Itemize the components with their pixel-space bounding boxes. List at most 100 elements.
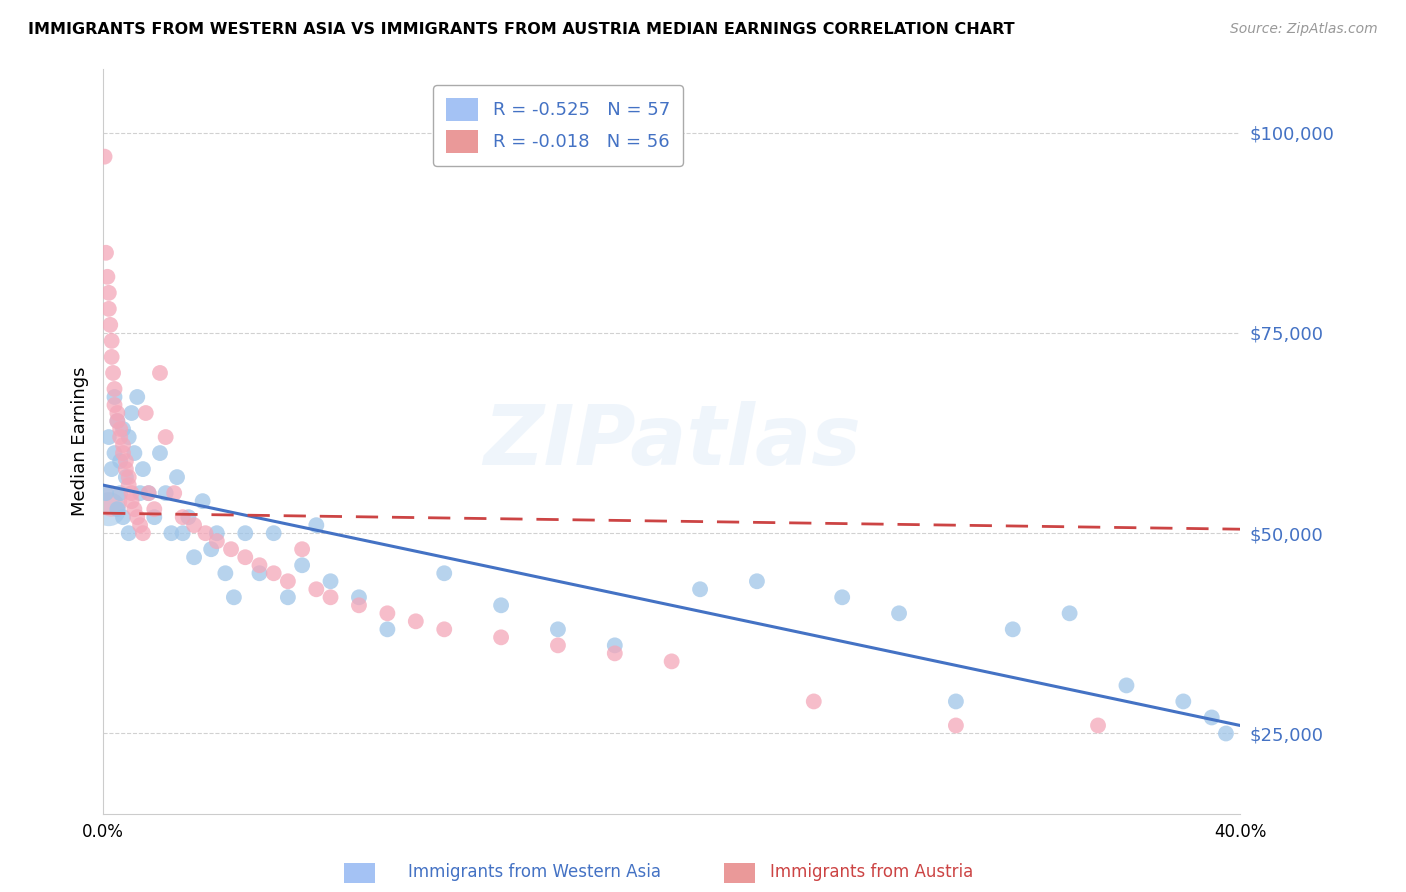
Point — [277, 574, 299, 589]
Point — [100, 334, 122, 348]
Point — [138, 486, 160, 500]
Point — [149, 446, 172, 460]
Point — [191, 494, 214, 508]
Point — [183, 550, 205, 565]
Point — [112, 422, 135, 436]
Point — [105, 414, 128, 428]
Point — [132, 526, 155, 541]
Text: Source: ZipAtlas.com: Source: ZipAtlas.com — [1230, 22, 1378, 37]
Point — [263, 566, 285, 581]
Point — [100, 462, 122, 476]
Point — [124, 502, 146, 516]
Point — [489, 631, 512, 645]
Point — [96, 269, 118, 284]
Point — [405, 615, 427, 629]
Text: Immigrants from Austria: Immigrants from Austria — [770, 863, 973, 881]
Point — [603, 638, 626, 652]
Point — [132, 462, 155, 476]
Point — [1059, 607, 1081, 621]
Point — [105, 414, 128, 428]
Point — [305, 518, 328, 533]
Point — [831, 591, 853, 605]
Point — [105, 502, 128, 516]
Point — [603, 646, 626, 660]
Y-axis label: Median Earnings: Median Earnings — [72, 367, 89, 516]
Point — [1215, 726, 1237, 740]
Point — [115, 462, 138, 476]
Point — [112, 438, 135, 452]
Point — [222, 591, 245, 605]
Point — [97, 502, 120, 516]
Point — [108, 422, 131, 436]
Point — [108, 454, 131, 468]
Point — [803, 694, 825, 708]
Point — [305, 582, 328, 597]
Point — [103, 382, 125, 396]
Point — [127, 390, 149, 404]
Point — [661, 654, 683, 668]
Point — [98, 318, 121, 332]
Point — [115, 470, 138, 484]
Point — [1087, 718, 1109, 732]
Point — [118, 526, 141, 541]
Point — [745, 574, 768, 589]
Text: ZIPatlas: ZIPatlas — [482, 401, 860, 482]
Text: IMMIGRANTS FROM WESTERN ASIA VS IMMIGRANTS FROM AUSTRIA MEDIAN EARNINGS CORRELAT: IMMIGRANTS FROM WESTERN ASIA VS IMMIGRAN… — [28, 22, 1015, 37]
Point — [233, 526, 256, 541]
Point — [249, 558, 271, 573]
Point — [214, 566, 236, 581]
Point — [277, 591, 299, 605]
Point — [143, 502, 166, 516]
Point — [94, 486, 117, 500]
Point — [433, 566, 456, 581]
Point — [149, 366, 172, 380]
Point — [112, 510, 135, 524]
Point — [377, 607, 399, 621]
Point — [347, 599, 370, 613]
Point — [1173, 694, 1195, 708]
Point — [177, 510, 200, 524]
Point — [103, 398, 125, 412]
Point — [129, 518, 152, 533]
Point — [377, 623, 399, 637]
Point — [945, 718, 967, 732]
Point — [97, 285, 120, 300]
Point — [118, 430, 141, 444]
Legend: R = -0.525   N = 57, R = -0.018   N = 56: R = -0.525 N = 57, R = -0.018 N = 56 — [433, 85, 683, 166]
Point — [219, 542, 242, 557]
Point — [163, 486, 186, 500]
Point — [172, 510, 194, 524]
Point — [129, 486, 152, 500]
Point — [100, 494, 122, 508]
Point — [1115, 678, 1137, 692]
Point — [121, 486, 143, 500]
Point — [121, 406, 143, 420]
Point — [105, 406, 128, 420]
Point — [124, 446, 146, 460]
Point — [155, 486, 177, 500]
Point — [547, 623, 569, 637]
Point — [205, 526, 228, 541]
Point — [93, 150, 115, 164]
Point — [121, 494, 143, 508]
Point — [97, 430, 120, 444]
Point — [319, 591, 342, 605]
Point — [205, 534, 228, 549]
Point — [101, 366, 124, 380]
Point — [887, 607, 910, 621]
Point — [118, 470, 141, 484]
Point — [263, 526, 285, 541]
Point — [127, 510, 149, 524]
Point — [194, 526, 217, 541]
Point — [945, 694, 967, 708]
Point — [160, 526, 183, 541]
Point — [433, 623, 456, 637]
Point — [200, 542, 222, 557]
Point — [155, 430, 177, 444]
Point — [291, 558, 314, 573]
Point — [118, 478, 141, 492]
Point — [143, 510, 166, 524]
Point — [347, 591, 370, 605]
Point — [103, 390, 125, 404]
Point — [547, 638, 569, 652]
